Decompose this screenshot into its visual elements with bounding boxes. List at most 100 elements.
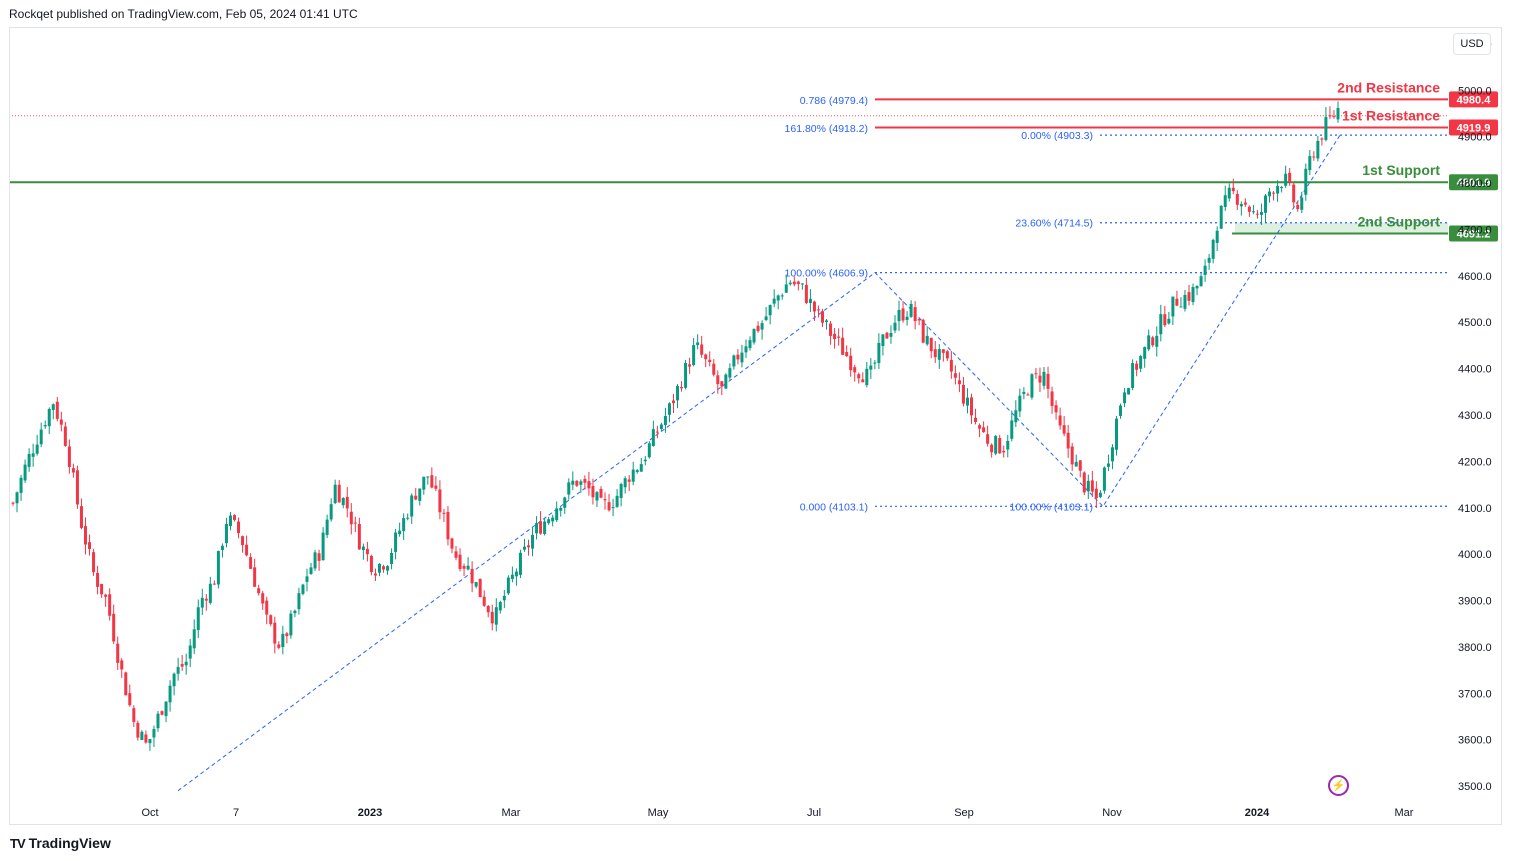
candle-body	[96, 572, 100, 587]
candle-body	[881, 334, 885, 346]
x-tick-label: 7	[233, 807, 239, 819]
candle-body	[631, 469, 635, 482]
support-zone	[1235, 222, 1448, 234]
candle-body	[776, 295, 780, 301]
candle-body	[1155, 335, 1159, 347]
candle-body	[825, 320, 829, 322]
candle-body	[341, 498, 345, 506]
candle-body	[19, 477, 23, 493]
candle-body	[1090, 480, 1094, 492]
candle-body	[156, 713, 160, 729]
candle-body	[655, 431, 659, 433]
candle-body	[289, 613, 293, 636]
tradingview-logo[interactable]: TV TradingView	[10, 835, 111, 851]
candle-body	[941, 349, 945, 353]
candle-body	[1018, 395, 1022, 412]
time-axis: Oct 7 2023 Mar May Jul Sep Nov 2024 Mar	[141, 807, 1413, 819]
candle-body	[333, 484, 337, 504]
candle-body	[700, 344, 704, 355]
candle-body	[514, 571, 518, 577]
x-tick-label: Oct	[141, 807, 158, 819]
candle-body	[643, 459, 647, 462]
candle-body	[716, 375, 720, 385]
price-tag-value: 4919.9	[1457, 122, 1491, 134]
candle-body	[43, 425, 47, 427]
candle-body	[31, 453, 35, 457]
candle-body	[345, 496, 349, 509]
x-tick-label: 2024	[1245, 807, 1270, 819]
candle-body	[708, 359, 712, 363]
candle-body	[539, 521, 543, 534]
candle-body	[474, 582, 478, 587]
candle-body	[684, 362, 688, 388]
price-tag-value: 4980.4	[1457, 94, 1492, 106]
candle-body	[849, 355, 853, 371]
candle-body	[1219, 205, 1223, 229]
candle-body	[732, 355, 736, 367]
candle-body	[196, 607, 200, 631]
candle-body	[563, 497, 567, 508]
candle-body	[595, 492, 599, 501]
candle-body	[454, 551, 458, 558]
candle-body	[398, 530, 402, 535]
candle-body	[925, 335, 929, 345]
y-tick-label: 4300.0	[1458, 410, 1492, 422]
candle-body	[877, 342, 881, 364]
candle-body	[1151, 337, 1155, 346]
candle-body	[1243, 202, 1247, 205]
candle-body	[1336, 107, 1340, 120]
candle-body	[1272, 192, 1276, 194]
lightning-icon[interactable]: ⚡	[1328, 775, 1349, 796]
currency-button[interactable]: USD	[1453, 33, 1491, 55]
level-labels-layer: 2nd Resistance 4980.4 1st Resistance 4919.9…	[1337, 79, 1498, 242]
candle-body	[518, 552, 522, 575]
candle-body	[434, 485, 438, 489]
candle-body	[1284, 173, 1288, 186]
fibonacci-layer: 0.786 (4979.4) 161.80% (4918.2) 0.00% (490…	[177, 95, 1448, 792]
candle-body	[35, 444, 39, 454]
candle-body	[136, 722, 140, 738]
candle-body	[937, 349, 941, 360]
candle-body	[917, 319, 921, 321]
candle-body	[945, 351, 949, 359]
candle-body	[764, 316, 768, 320]
candle-body	[470, 568, 474, 584]
candle-body	[591, 485, 595, 498]
candle-body	[27, 453, 31, 467]
candle-body	[220, 545, 224, 550]
fib-level-label: 0.786 (4979.4)	[800, 95, 868, 107]
candle-body	[692, 345, 696, 366]
candle-body	[780, 295, 784, 297]
fib-trend-line	[177, 134, 1341, 792]
candle-body	[410, 495, 414, 517]
candle-body	[1030, 374, 1034, 398]
candle-body	[261, 593, 265, 604]
candle-body	[406, 517, 410, 519]
candle-body	[901, 308, 905, 321]
candle-body	[71, 468, 75, 473]
candle-body	[571, 480, 575, 485]
candle-body	[659, 424, 663, 429]
candle-body	[329, 504, 333, 520]
price-axis: 5100.05000.04900.04800.04700.04600.04500…	[1458, 39, 1492, 793]
candle-body	[909, 303, 913, 317]
candle-body	[893, 322, 897, 331]
candle-body	[462, 566, 466, 569]
candle-body	[75, 470, 79, 505]
candle-body	[1239, 203, 1243, 207]
candle-body	[249, 557, 253, 569]
candle-body	[1296, 204, 1300, 210]
price-tag-value: 4691.2	[1457, 229, 1491, 241]
candle-body	[615, 495, 619, 507]
candle-body	[426, 476, 430, 478]
candle-body	[1026, 394, 1030, 396]
candle-body	[200, 597, 204, 608]
candle-body	[816, 309, 820, 311]
candle-body	[160, 711, 164, 715]
candle-body	[313, 552, 317, 569]
candle-body	[450, 538, 454, 549]
level-name: 1st Support	[1362, 162, 1440, 178]
candle-body	[970, 397, 974, 416]
candle-body	[1320, 138, 1324, 140]
